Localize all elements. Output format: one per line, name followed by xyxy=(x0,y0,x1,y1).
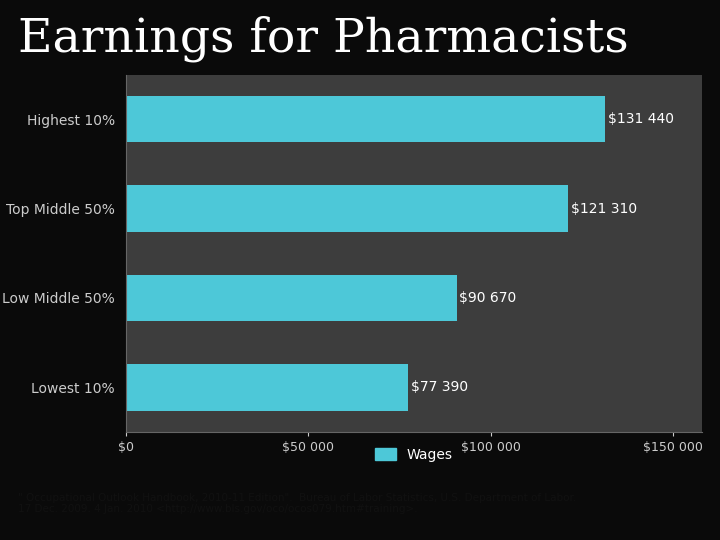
Text: Earnings for Pharmacists: Earnings for Pharmacists xyxy=(18,16,629,62)
Text: $90 670: $90 670 xyxy=(459,291,517,305)
Bar xyxy=(126,275,456,321)
Text: $77 390: $77 390 xyxy=(411,380,468,394)
Text: $121 310: $121 310 xyxy=(571,201,637,215)
Bar xyxy=(126,364,408,410)
Bar xyxy=(126,96,606,143)
Legend: Wages: Wages xyxy=(369,442,459,467)
Bar xyxy=(126,185,568,232)
Text: " Occupational Outlook Handbook, 2010-11 Edition".  Bureau of Labor Statistics, : " Occupational Outlook Handbook, 2010-11… xyxy=(18,492,576,514)
Text: $131 440: $131 440 xyxy=(608,112,674,126)
